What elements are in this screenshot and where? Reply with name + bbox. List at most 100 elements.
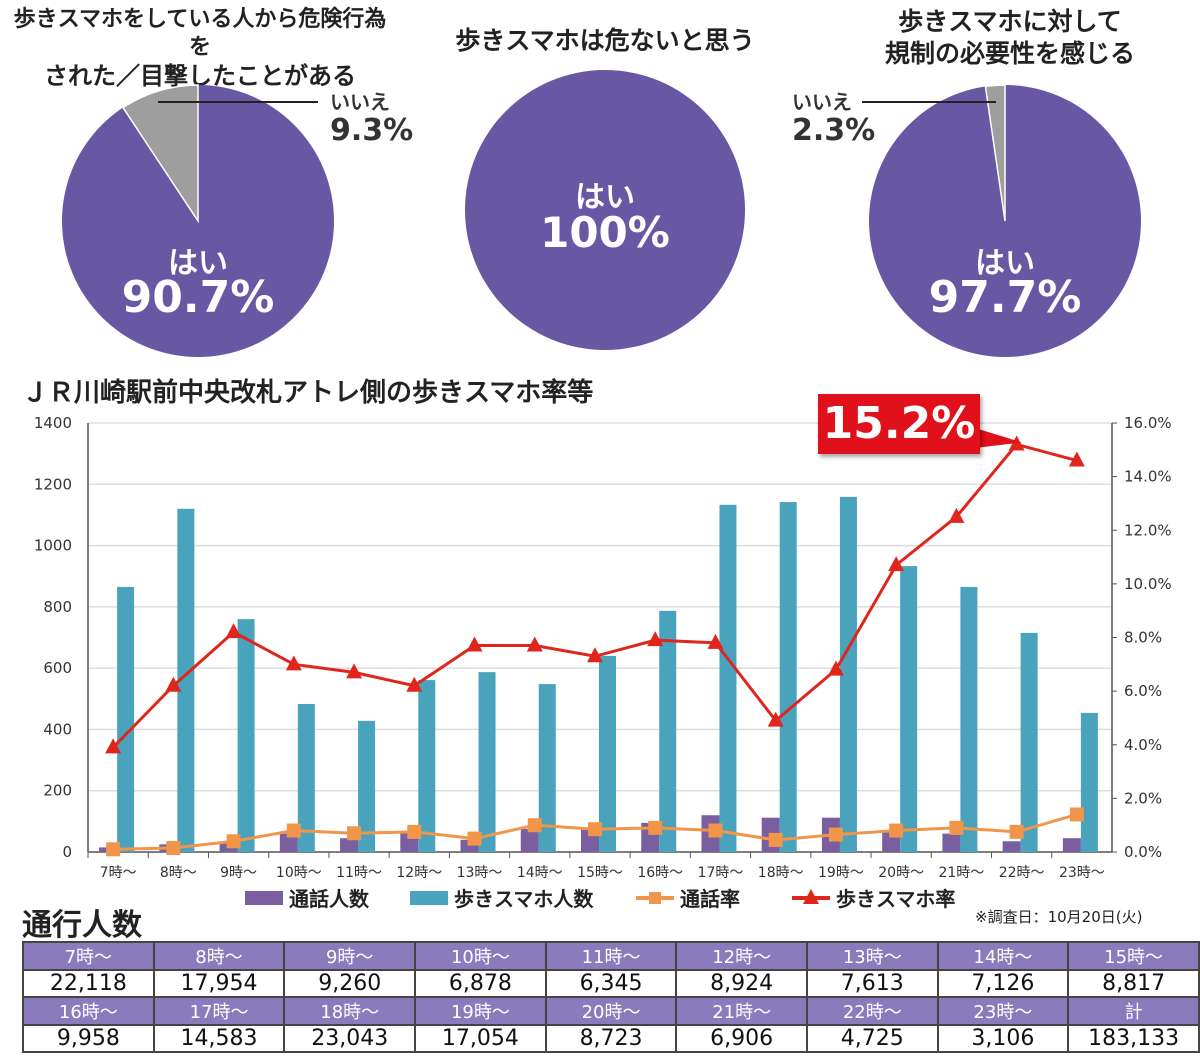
pie2-yes-slice xyxy=(465,70,745,350)
pie3-title: 歩きスマホに対して 規制の必要性を感じる xyxy=(830,6,1190,70)
hour-header-cell: 18時～ xyxy=(283,996,417,1026)
x-tick-label: 13時～ xyxy=(457,865,503,881)
bar-smartphone-walkers xyxy=(1020,632,1038,852)
count-cell: 23,043 xyxy=(283,1024,417,1053)
point-smartphone-rate xyxy=(767,711,784,727)
point-smartphone-rate xyxy=(587,647,603,663)
x-tick-label: 11時～ xyxy=(336,865,382,881)
y-tick-label: 1400 xyxy=(34,414,72,432)
x-tick-label: 15時～ xyxy=(577,865,623,881)
pie3-no-slice xyxy=(984,84,1006,222)
legend-label: 歩きスマホ率 xyxy=(836,887,955,911)
y2-tick-label: 12.0% xyxy=(1124,521,1172,539)
bar-smartphone-walkers xyxy=(297,703,315,852)
bar-smartphone-walkers xyxy=(900,566,918,852)
point-smartphone-rate xyxy=(406,676,423,692)
point-call-rate xyxy=(648,820,663,835)
legend-marker xyxy=(649,892,661,904)
y2-tick-label: 8.0% xyxy=(1124,629,1162,647)
point-smartphone-rate xyxy=(105,738,122,754)
point-call-rate xyxy=(347,826,362,841)
y2-tick-label: 14.0% xyxy=(1124,468,1172,486)
y-tick-label: 0 xyxy=(62,843,72,861)
bar-smartphone-walkers xyxy=(1080,712,1098,852)
y-tick-label: 600 xyxy=(43,659,72,677)
point-call-rate xyxy=(768,832,783,847)
hour-header-cell: 19時～ xyxy=(414,996,547,1026)
point-call-rate xyxy=(407,824,422,839)
x-tick-label: 9時～ xyxy=(220,865,257,881)
traffic-table: 7時～ 8時～ 9時～ 10時～ 11時～ 12時～ 13時～ 14時～ 15時～ 22,118 1… xyxy=(22,941,1200,1053)
count-cell: 14,583 xyxy=(152,1024,286,1053)
x-tick-label: 12時～ xyxy=(396,865,442,881)
bar-smartphone-walkers xyxy=(779,502,797,852)
x-tick-label: 10時～ xyxy=(276,865,322,881)
bar-call-count xyxy=(340,838,359,852)
count-cell: 17,054 xyxy=(414,1024,547,1053)
bar-call-count xyxy=(279,833,298,852)
pie3-no-label: いいえ xyxy=(792,90,852,114)
y2-tick-label: 0.0% xyxy=(1124,843,1162,861)
y-tick-label: 400 xyxy=(43,720,72,738)
hour-header-cell: 12時～ xyxy=(675,941,808,971)
point-smartphone-rate xyxy=(225,623,242,639)
count-cell: 6,906 xyxy=(675,1024,808,1053)
count-cell: 183,133 xyxy=(1067,1024,1200,1053)
pie1-no-value: 9.3% xyxy=(330,113,414,148)
pie3-title-line2: 規制の必要性を感じる xyxy=(884,39,1135,68)
y-tick-label: 1200 xyxy=(34,475,72,493)
hour-header-cell: 8時～ xyxy=(152,941,286,971)
point-smartphone-rate xyxy=(165,676,182,692)
count-cell: 3,106 xyxy=(936,1024,1070,1053)
legend-label: 歩きスマホ人数 xyxy=(454,887,594,911)
count-cell: 8,723 xyxy=(544,1024,678,1053)
pie3-yes-label: はい xyxy=(975,246,1035,281)
pie-charts xyxy=(62,70,1141,357)
pie2-title: 歩きスマホは危ないと思う xyxy=(455,26,755,55)
table-row: 9,958 14,583 23,043 17,054 8,723 6,906 4,725 3,… xyxy=(22,1024,1200,1053)
bar-smartphone-walkers xyxy=(177,508,195,852)
hour-header-cell: 17時～ xyxy=(152,996,286,1026)
y2-tick-label: 10.0% xyxy=(1124,575,1172,593)
count-cell: 9,958 xyxy=(22,1024,155,1053)
bar-call-count xyxy=(942,833,961,852)
pie2-yes-label: はい xyxy=(575,180,635,215)
legend-swatch xyxy=(245,891,283,905)
hour-header-cell: 14時～ xyxy=(936,941,1070,971)
bar-smartphone-walkers xyxy=(599,655,616,852)
point-smartphone-rate xyxy=(1068,451,1085,467)
y-tick-label: 200 xyxy=(43,782,72,800)
table-row: 16時～ 17時～ 18時～ 19時～ 20時～ 21時～ 22時～ 23時～計 xyxy=(22,996,1200,1026)
point-call-rate xyxy=(286,823,301,838)
bar-smartphone-walkers xyxy=(839,496,857,852)
chart-title: ＪＲ川崎駅前中央改札アトレ側の歩きスマホ率等 xyxy=(22,378,594,408)
x-tick-label: 19時～ xyxy=(818,865,864,881)
point-call-rate xyxy=(828,827,843,842)
hour-header-cell: 16時～ xyxy=(22,996,155,1026)
point-call-rate xyxy=(588,822,602,837)
bar-smartphone-walkers xyxy=(659,610,677,852)
count-cell: 8,817 xyxy=(1067,969,1200,998)
point-smartphone-rate xyxy=(888,556,905,572)
hour-header-cell: 23時～ xyxy=(936,996,1070,1026)
legend-label: 通話人数 xyxy=(289,887,370,911)
x-tick-label: 18時～ xyxy=(758,865,804,881)
table-row: 22,118 17,954 9,260 6,878 6,345 8,924 7,613 7,1… xyxy=(22,969,1200,998)
point-call-rate xyxy=(527,818,542,833)
pie1-no-label: いいえ xyxy=(330,90,390,114)
y-tick-label: 800 xyxy=(43,598,72,616)
hour-header-cell: 11時～ xyxy=(544,941,678,971)
hour-header-cell: 7時～ xyxy=(22,941,155,971)
hour-header-cell: 9時～ xyxy=(283,941,417,971)
combo-chart: 0 200 400 600 800 1000 1200 1400 0.0% 2.0% 4.0% 6.0… xyxy=(34,414,1172,911)
peak-callout: 15.2% xyxy=(818,394,980,454)
count-cell: 6,878 xyxy=(414,969,547,998)
count-cell: 9,260 xyxy=(283,969,417,998)
hour-header-cell: 21時～ xyxy=(675,996,808,1026)
x-tick-label: 23時～ xyxy=(1059,865,1105,881)
hour-header-cell: 22時～ xyxy=(805,996,939,1026)
count-cell: 8,924 xyxy=(675,969,808,998)
x-tick-label: 17時～ xyxy=(698,865,744,881)
count-cell: 17,954 xyxy=(152,969,286,998)
pie3-title-line1: 歩きスマホに対して xyxy=(898,7,1122,36)
